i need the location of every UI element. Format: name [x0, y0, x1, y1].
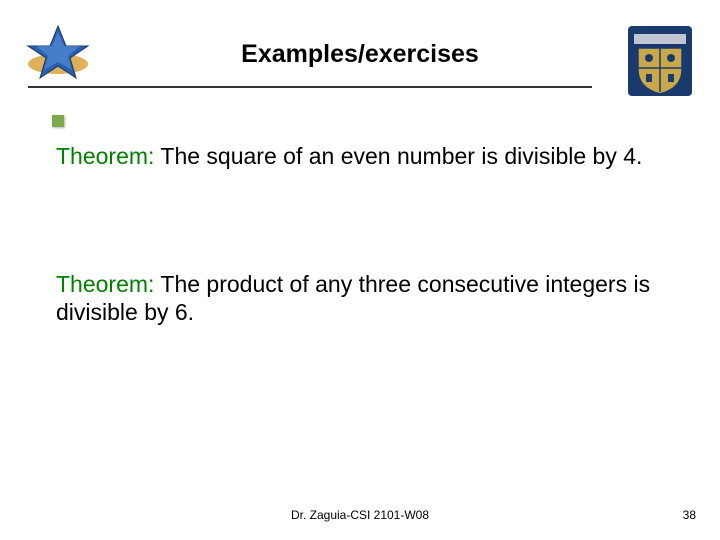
theorem-2: Theorem: The product of any three consec… — [56, 270, 664, 326]
theorem-text: The square of an even number is divisibl… — [154, 143, 642, 169]
footer-text: Dr. Zaguia-CSI 2101-W08 — [0, 508, 720, 522]
theorem-label: Theorem: — [56, 271, 154, 297]
bullet-icon — [52, 115, 64, 127]
slide-title: Examples/exercises — [0, 40, 720, 69]
theorem-label: Theorem: — [56, 143, 154, 169]
page-number: 38 — [683, 508, 696, 522]
slide: Examples/exercises Theorem: The square o… — [0, 0, 720, 540]
title-underline — [28, 86, 592, 88]
theorem-1: Theorem: The square of an even number is… — [56, 142, 664, 170]
